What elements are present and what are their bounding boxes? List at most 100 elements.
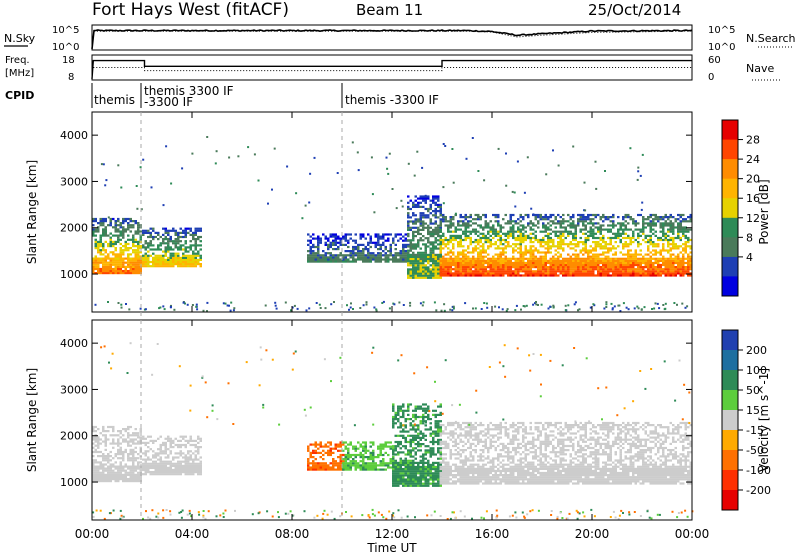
heatmap-cell [179,244,182,247]
heatmap-cell [402,436,405,439]
heatmap-cell [397,254,400,257]
heatmap-cell [634,249,637,252]
heatmap-cell [389,245,392,249]
heatmap-cell [359,453,362,457]
heatmap-cell [112,257,115,260]
heatmap-cell [617,274,620,277]
heatmap-cell [172,227,175,230]
heatmap-cell [182,254,185,257]
heatmap-cell [614,251,617,254]
heatmap-cell [359,451,362,454]
heatmap-cell [339,456,342,459]
heatmap-cell [669,222,672,225]
heatmap-cell [94,444,97,447]
heatmap-cell [409,470,412,473]
heatmap-cell [377,445,380,448]
heatmap-cell [419,445,422,448]
heatmap-cell [439,268,442,271]
heatmap-cell [434,201,437,204]
heatmap-cell [329,468,332,471]
heatmap-cell [367,254,370,257]
heatmap-cell [409,274,412,277]
heatmap-cell [412,463,415,466]
heatmap-cell [144,256,147,259]
heatmap-cell [552,263,555,267]
heatmap-cell [194,468,197,472]
heatmap-cell [357,258,360,261]
heatmap-cell [369,456,372,459]
heatmap-cell [647,222,650,225]
heatmap-cell [359,256,362,259]
heatmap-cell [174,260,177,264]
heatmap-cell [514,220,517,223]
heatmap-cell [419,465,422,469]
heatmap-cell [669,236,672,240]
heatmap-cell [167,471,170,474]
heatmap-cell [457,236,460,240]
heatmap-cell [427,257,430,261]
heatmap-cell [424,243,427,246]
heatmap-cell [592,249,595,252]
nave-tick-bottom: 0 [708,72,714,83]
heatmap-cell [129,450,132,454]
heatmap-cell [569,259,572,262]
heatmap-cell [442,259,445,262]
heatmap-cell [339,237,342,240]
heatmap-cell [404,237,407,240]
heatmap-cell [499,253,502,256]
heatmap-cell [429,207,432,211]
heatmap-cell [547,216,550,219]
heatmap-cell [179,246,182,249]
heatmap-cell [539,213,542,217]
heatmap-cell [164,254,167,257]
heatmap-cell [117,465,120,468]
heatmap-cell [367,458,370,461]
heatmap-cell [634,274,637,277]
heatmap-cell [409,253,412,256]
heatmap-cell [119,230,122,233]
heatmap-cell [652,274,655,277]
heatmap-cell [124,478,127,481]
heatmap-cell [589,213,592,217]
heatmap-cell [649,234,652,237]
heatmap-cell [657,243,660,246]
heatmap-cell [119,453,122,456]
heatmap-cell [594,266,597,269]
heatmap-cell [412,465,415,469]
heatmap-cell [444,243,447,246]
heatmap-cell [377,235,380,238]
heatmap-cell [487,230,490,233]
heatmap-cell [449,251,452,254]
heatmap-cell [374,243,377,246]
heatmap-cell [674,218,677,221]
heatmap-cell [417,264,420,267]
heatmap-cell [177,471,180,474]
heatmap-cell [137,253,140,256]
heatmap-cell [569,261,572,265]
heatmap-cell [192,473,195,476]
heatmap-cell [144,246,147,249]
heatmap-cell [444,216,447,219]
heatmap-cell [157,471,160,474]
heatmap-cell [132,457,135,460]
heatmap-cell [327,252,330,255]
heatmap-cell [409,480,412,483]
heatmap-cell [644,241,647,244]
heatmap-cell [504,272,507,275]
heatmap-cell [637,245,640,248]
heatmap-cell [129,467,132,470]
heatmap-cell [92,475,95,479]
heatmap-cell [612,226,615,229]
heatmap-cell [524,257,527,260]
heatmap-cell [194,244,197,247]
heatmap-cell [484,213,487,217]
heatmap-cell [417,220,420,223]
heatmap-cell [632,222,635,225]
heatmap-cell [444,238,447,242]
heatmap-cell [407,453,410,456]
heatmap-cell [122,220,125,223]
heatmap-cell [464,259,467,262]
heatmap-cell [529,245,532,248]
heatmap-cell [429,268,432,271]
heatmap-cell [379,453,382,457]
